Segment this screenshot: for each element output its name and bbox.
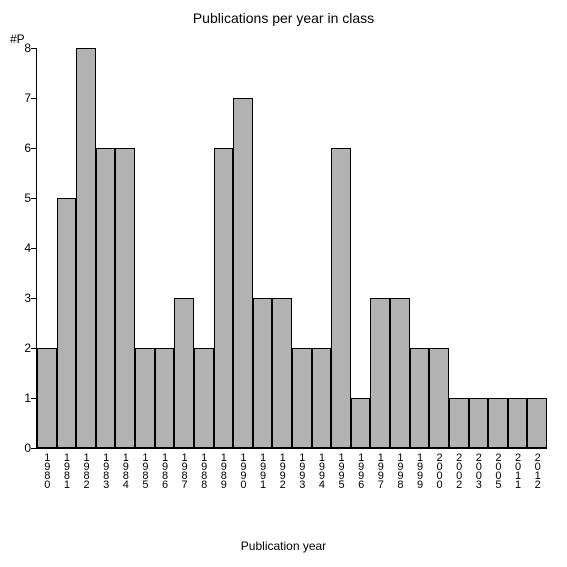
x-tick-label: 1986 — [159, 452, 170, 488]
bar — [115, 148, 135, 448]
x-tick-label: 1983 — [100, 452, 111, 488]
y-tick-label: 0 — [13, 441, 31, 455]
bar — [370, 298, 390, 448]
bar — [469, 398, 489, 448]
bar — [57, 198, 77, 448]
x-tick-label: 1999 — [414, 452, 425, 488]
y-tick — [31, 148, 37, 149]
x-tick-label: 1991 — [257, 452, 268, 488]
x-tick-label: 1984 — [120, 452, 131, 488]
x-tick-label: 1982 — [81, 452, 92, 488]
bar — [233, 98, 253, 448]
chart-title: Publications per year in class — [0, 10, 567, 26]
x-tick-label: 2005 — [492, 452, 503, 488]
y-tick — [31, 198, 37, 199]
bar — [174, 298, 194, 448]
x-tick-label: 1998 — [394, 452, 405, 488]
x-tick-label: 1985 — [139, 452, 150, 488]
bar — [37, 348, 57, 448]
y-tick-label: 6 — [13, 141, 31, 155]
x-tick-label: 1987 — [179, 452, 190, 488]
bar — [135, 348, 155, 448]
x-tick-label: 1988 — [198, 452, 209, 488]
x-tick-label: 1993 — [296, 452, 307, 488]
bar — [508, 398, 528, 448]
bar — [351, 398, 371, 448]
bar — [488, 398, 508, 448]
x-tick-label: 1996 — [355, 452, 366, 488]
y-tick — [31, 98, 37, 99]
x-tick-label: 1995 — [336, 452, 347, 488]
x-tick-label: 2000 — [434, 452, 445, 488]
x-tick-label: 1980 — [41, 452, 52, 488]
bar — [194, 348, 214, 448]
x-tick-label: 2002 — [453, 452, 464, 488]
bar — [214, 148, 234, 448]
y-tick-label: 2 — [13, 341, 31, 355]
x-tick-label: 1990 — [237, 452, 248, 488]
x-tick-label: 1992 — [277, 452, 288, 488]
plot-area: 0123456781980198119821983198419851986198… — [36, 48, 547, 449]
y-tick-label: 3 — [13, 291, 31, 305]
bar — [292, 348, 312, 448]
x-tick-label: 1981 — [61, 452, 72, 488]
bar — [253, 298, 273, 448]
x-tick-label: 2012 — [532, 452, 543, 488]
bar — [155, 348, 175, 448]
bar — [527, 398, 547, 448]
y-tick-label: 8 — [13, 41, 31, 55]
y-tick — [31, 448, 37, 449]
bar — [429, 348, 449, 448]
y-tick-label: 7 — [13, 91, 31, 105]
y-tick-label: 4 — [13, 241, 31, 255]
y-tick-label: 5 — [13, 191, 31, 205]
bar — [272, 298, 292, 448]
x-tick-label: 2011 — [512, 452, 523, 488]
bar — [96, 148, 116, 448]
bar — [449, 398, 469, 448]
x-tick-label: 1997 — [375, 452, 386, 488]
y-tick — [31, 248, 37, 249]
bar — [331, 148, 351, 448]
x-tick-label: 1989 — [218, 452, 229, 488]
bar — [76, 48, 96, 448]
chart-container: Publications per year in class #P 012345… — [0, 0, 567, 567]
x-axis-label: Publication year — [0, 539, 567, 553]
bar — [390, 298, 410, 448]
bar — [312, 348, 332, 448]
y-tick — [31, 298, 37, 299]
y-tick — [31, 48, 37, 49]
x-tick-label: 2003 — [473, 452, 484, 488]
x-tick-label: 1994 — [316, 452, 327, 488]
y-tick-label: 1 — [13, 391, 31, 405]
bar — [410, 348, 430, 448]
